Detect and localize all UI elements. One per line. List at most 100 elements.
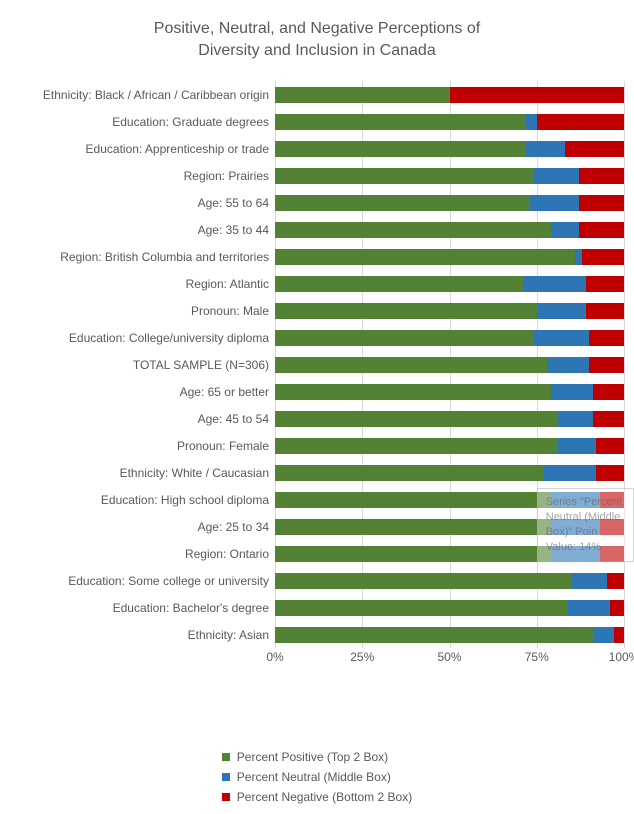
bar-segment-positive[interactable] [275, 195, 530, 211]
bar-segment-neutral[interactable] [572, 573, 607, 589]
bar-track[interactable] [275, 357, 624, 373]
legend-item[interactable]: Percent Negative (Bottom 2 Box) [222, 790, 412, 804]
bar-segment-negative[interactable] [579, 195, 624, 211]
bar-segment-neutral[interactable] [526, 141, 564, 157]
bar-segment-positive[interactable] [275, 168, 533, 184]
bar-track[interactable] [275, 87, 624, 103]
bar-segment-positive[interactable] [275, 276, 523, 292]
bar-segment-negative[interactable] [607, 573, 624, 589]
bar-segment-negative[interactable] [614, 627, 624, 643]
bar-segment-negative[interactable] [589, 357, 624, 373]
bar-segment-negative[interactable] [586, 276, 624, 292]
bar-segment-positive[interactable] [275, 519, 551, 535]
bar-row [275, 351, 624, 378]
bar-row [275, 189, 624, 216]
bar-segment-negative[interactable] [589, 330, 624, 346]
bar-segment-positive[interactable] [275, 249, 575, 265]
bar-track[interactable] [275, 168, 624, 184]
bar-row [275, 459, 624, 486]
bar-segment-neutral[interactable] [537, 303, 586, 319]
legend-label: Percent Negative (Bottom 2 Box) [237, 790, 412, 804]
bar-segment-negative[interactable] [600, 546, 624, 562]
bar-segment-positive[interactable] [275, 492, 551, 508]
category-label-row: Age: 35 to 44 [10, 216, 269, 243]
chart-title: Positive, Neutral, and Negative Percepti… [10, 18, 624, 61]
bar-segment-positive[interactable] [275, 141, 526, 157]
bar-segment-neutral[interactable] [558, 411, 593, 427]
bar-segment-neutral[interactable] [544, 465, 596, 481]
bar-segment-negative[interactable] [593, 384, 624, 400]
x-axis-ticks: 0%25%50%75%100% [275, 650, 624, 670]
bar-row [275, 378, 624, 405]
bar-track[interactable] [275, 195, 624, 211]
category-label: Education: Graduate degrees [10, 115, 269, 129]
bar-segment-positive[interactable] [275, 357, 547, 373]
bar-track[interactable] [275, 330, 624, 346]
bar-segment-negative[interactable] [579, 222, 624, 238]
bar-row [275, 405, 624, 432]
bar-track[interactable] [275, 222, 624, 238]
bar-segment-neutral[interactable] [533, 330, 589, 346]
legend-item[interactable]: Percent Positive (Top 2 Box) [222, 750, 412, 764]
bar-track[interactable] [275, 465, 624, 481]
bar-segment-positive[interactable] [275, 114, 526, 130]
bar-track[interactable] [275, 600, 624, 616]
bar-segment-negative[interactable] [593, 411, 624, 427]
bar-segment-positive[interactable] [275, 411, 558, 427]
bar-segment-negative[interactable] [586, 303, 624, 319]
category-label: Region: British Columbia and territories [10, 250, 269, 264]
bar-segment-negative[interactable] [565, 141, 624, 157]
bar-segment-negative[interactable] [582, 249, 624, 265]
bar-segment-negative[interactable] [450, 87, 625, 103]
bar-segment-positive[interactable] [275, 330, 533, 346]
bar-segment-neutral[interactable] [558, 438, 596, 454]
bar-segment-neutral[interactable] [526, 114, 536, 130]
bar-track[interactable] [275, 276, 624, 292]
bar-track[interactable] [275, 519, 624, 535]
bar-segment-neutral[interactable] [551, 384, 593, 400]
category-label-row: Education: High school diploma [10, 486, 269, 513]
bar-track[interactable] [275, 141, 624, 157]
bar-segment-neutral[interactable] [523, 276, 586, 292]
bar-segment-neutral[interactable] [593, 627, 614, 643]
bar-segment-negative[interactable] [600, 519, 624, 535]
bar-track[interactable] [275, 249, 624, 265]
bar-segment-neutral[interactable] [530, 195, 579, 211]
category-label: Education: Some college or university [10, 574, 269, 588]
bar-segment-neutral[interactable] [551, 519, 600, 535]
bar-track[interactable] [275, 492, 624, 508]
bar-segment-positive[interactable] [275, 438, 558, 454]
bar-track[interactable] [275, 627, 624, 643]
bar-segment-negative[interactable] [596, 438, 624, 454]
bar-segment-neutral[interactable] [547, 357, 589, 373]
bar-track[interactable] [275, 114, 624, 130]
bar-segment-neutral[interactable] [575, 249, 582, 265]
bar-track[interactable] [275, 303, 624, 319]
bar-segment-negative[interactable] [610, 600, 624, 616]
bar-segment-positive[interactable] [275, 573, 572, 589]
bar-segment-positive[interactable] [275, 627, 593, 643]
legend-item[interactable]: Percent Neutral (Middle Box) [222, 770, 412, 784]
bar-segment-positive[interactable] [275, 546, 551, 562]
bar-segment-positive[interactable] [275, 303, 537, 319]
bar-segment-neutral[interactable] [568, 600, 610, 616]
bar-segment-neutral[interactable] [551, 546, 600, 562]
bar-segment-positive[interactable] [275, 465, 544, 481]
bar-track[interactable] [275, 384, 624, 400]
bar-track[interactable] [275, 546, 624, 562]
bar-segment-neutral[interactable] [551, 222, 579, 238]
bar-segment-positive[interactable] [275, 600, 568, 616]
bar-segment-neutral[interactable] [533, 168, 578, 184]
bar-segment-positive[interactable] [275, 87, 450, 103]
category-label: Education: High school diploma [10, 493, 269, 507]
bar-segment-positive[interactable] [275, 384, 551, 400]
bar-track[interactable] [275, 438, 624, 454]
bar-segment-neutral[interactable] [551, 492, 600, 508]
bar-segment-negative[interactable] [537, 114, 624, 130]
bar-segment-negative[interactable] [596, 465, 624, 481]
bar-track[interactable] [275, 411, 624, 427]
bar-segment-positive[interactable] [275, 222, 551, 238]
bar-segment-negative[interactable] [600, 492, 624, 508]
bar-track[interactable] [275, 573, 624, 589]
bar-segment-negative[interactable] [579, 168, 624, 184]
